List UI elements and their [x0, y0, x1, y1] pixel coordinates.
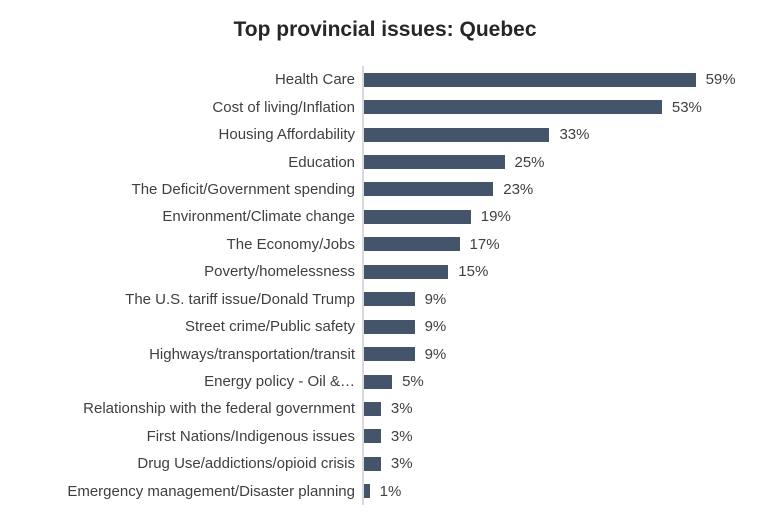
bar-area: 9% — [362, 340, 783, 368]
bar-row: Environment/Climate change 19% — [0, 203, 783, 231]
bar — [364, 237, 460, 252]
value-label: 33% — [559, 126, 590, 144]
bar — [364, 292, 415, 307]
bar — [364, 456, 381, 471]
bar — [364, 429, 381, 444]
bar-area: 3% — [362, 395, 783, 423]
bar-row: Drug Use/addictions/opioid crisis 3% — [0, 450, 783, 478]
bar-area: 23% — [362, 175, 783, 204]
bar-area: 25% — [362, 148, 783, 176]
category-label: Environment/Climate change — [162, 208, 355, 226]
bar-row: The U.S. tariff issue/Donald Trump 9% — [0, 285, 783, 313]
bar — [364, 155, 505, 170]
bar-row: Energy policy - Oil &… 5% — [0, 367, 783, 396]
bar-row: Health Care 59% — [0, 66, 783, 94]
bar — [364, 401, 381, 416]
bar — [364, 264, 449, 279]
bar-row: Housing Affordability 33% — [0, 120, 783, 149]
category-label: Emergency management/Disaster planning — [67, 482, 355, 500]
bar — [364, 127, 550, 142]
bar — [364, 484, 370, 499]
bar-area: 33% — [362, 120, 783, 149]
value-label: 3% — [390, 400, 413, 418]
bar-area: 3% — [362, 450, 783, 478]
bar-row: First Nations/Indigenous issues 3% — [0, 422, 783, 451]
bar-row: Emergency management/Disaster planning 1% — [0, 477, 783, 505]
bar-area: 3% — [362, 422, 783, 451]
bar-row: Poverty/homelessness 15% — [0, 258, 783, 286]
bar-row: Relationship with the federal government… — [0, 395, 783, 423]
bar-area: 5% — [362, 367, 783, 396]
category-label: The Economy/Jobs — [226, 235, 355, 253]
value-label: 3% — [390, 427, 413, 445]
category-label: Poverty/homelessness — [204, 263, 355, 281]
plot-area: Health Care 59% Cost of living/Inflation 53… — [0, 66, 783, 505]
bar-row: Street crime/Public safety 9% — [0, 312, 783, 341]
bar-row: Education 25% — [0, 148, 783, 176]
value-label: 15% — [458, 263, 489, 281]
value-label: 1% — [379, 482, 402, 500]
category-label: Relationship with the federal government — [83, 400, 355, 418]
value-label: 59% — [705, 71, 736, 89]
category-label: Education — [288, 153, 355, 171]
bar — [364, 182, 494, 197]
bar — [364, 209, 471, 224]
value-label: 9% — [424, 345, 447, 363]
bar-area: 15% — [362, 258, 783, 286]
bar-area: 59% — [362, 66, 783, 94]
value-label: 3% — [390, 455, 413, 473]
category-label: The U.S. tariff issue/Donald Trump — [125, 290, 355, 308]
category-label: Cost of living/Inflation — [212, 98, 355, 116]
bar — [364, 72, 696, 87]
bar-row: The Economy/Jobs 17% — [0, 230, 783, 259]
category-label: Energy policy - Oil &… — [204, 373, 355, 391]
category-label: Highways/transportation/transit — [149, 345, 355, 363]
value-label: 53% — [671, 98, 702, 116]
bar-area: 19% — [362, 203, 783, 231]
value-label: 5% — [402, 373, 424, 391]
value-label: 19% — [480, 208, 511, 226]
bar-area: 9% — [362, 285, 783, 313]
bar-area: 9% — [362, 312, 783, 341]
value-label: 25% — [514, 153, 545, 171]
bar — [364, 100, 662, 115]
bar — [364, 347, 415, 362]
bar-chart: Top provincial issues: Quebec Health Car… — [0, 16, 783, 531]
value-label: 9% — [424, 318, 447, 336]
bar — [364, 374, 393, 389]
category-label: First Nations/Indigenous issues — [146, 427, 355, 445]
bar-row: Cost of living/Inflation 53% — [0, 93, 783, 121]
chart-title: Top provincial issues: Quebec — [233, 18, 537, 41]
bar-row: The Deficit/Government spending 23% — [0, 175, 783, 204]
bar-area: 53% — [362, 93, 783, 121]
bar-row: Highways/transportation/transit 9% — [0, 340, 783, 368]
category-label: Street crime/Public safety — [184, 318, 355, 336]
bar — [364, 319, 415, 334]
value-label: 23% — [503, 180, 534, 198]
category-label: Health Care — [274, 71, 355, 89]
bar-area: 17% — [362, 230, 783, 259]
category-label: The Deficit/Government spending — [131, 180, 355, 198]
bar-area: 1% — [362, 477, 783, 505]
value-label: 9% — [424, 290, 447, 308]
value-label: 17% — [469, 235, 500, 253]
category-label: Housing Affordability — [218, 126, 355, 144]
category-label: Drug Use/addictions/opioid crisis — [137, 455, 355, 473]
